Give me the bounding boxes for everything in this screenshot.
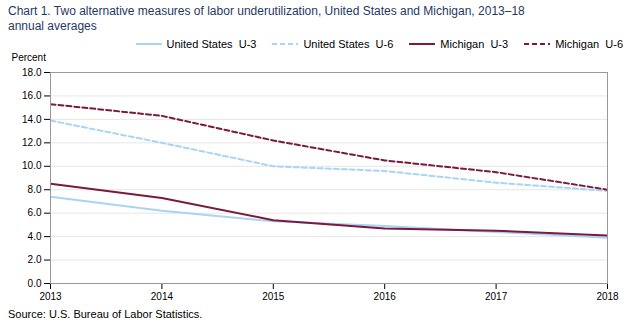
svg-text:2016: 2016 [374,291,397,302]
svg-text:16.0: 16.0 [22,90,42,101]
html-text:Chart 1. Two alternative measu: Chart 1. Two alternative measures of lab… [8,4,525,18]
svg-text:2017: 2017 [485,291,508,302]
html-text:Michigan U-6: Michigan U-6 [555,38,623,50]
svg-text:18.0: 18.0 [22,67,42,78]
html-text:Source: U.S. Bureau of Labor S: Source: U.S. Bureau of Labor Statistics. [8,308,203,320]
svg-text:4.0: 4.0 [28,231,42,242]
svg-text:2015: 2015 [262,291,285,302]
svg-text:2014: 2014 [151,291,174,302]
svg-text:Percent: Percent [12,52,47,63]
html-text:annual averages: annual averages [8,19,97,33]
html-text:United States U-6: United States U-6 [303,38,394,50]
html-text:United States U-3: United States U-3 [166,38,257,50]
svg-text:6.0: 6.0 [28,207,42,218]
svg-text:10.0: 10.0 [22,160,42,171]
svg-text:0.0: 0.0 [28,278,42,289]
svg-text:8.0: 8.0 [28,184,42,195]
svg-text:2.0: 2.0 [28,254,42,265]
html-text:Michigan U-3: Michigan U-3 [440,38,509,50]
svg-text:12.0: 12.0 [22,137,42,148]
svg-text:14.0: 14.0 [22,114,42,125]
svg-text:2018: 2018 [596,291,619,302]
svg-text:2013: 2013 [39,291,62,302]
